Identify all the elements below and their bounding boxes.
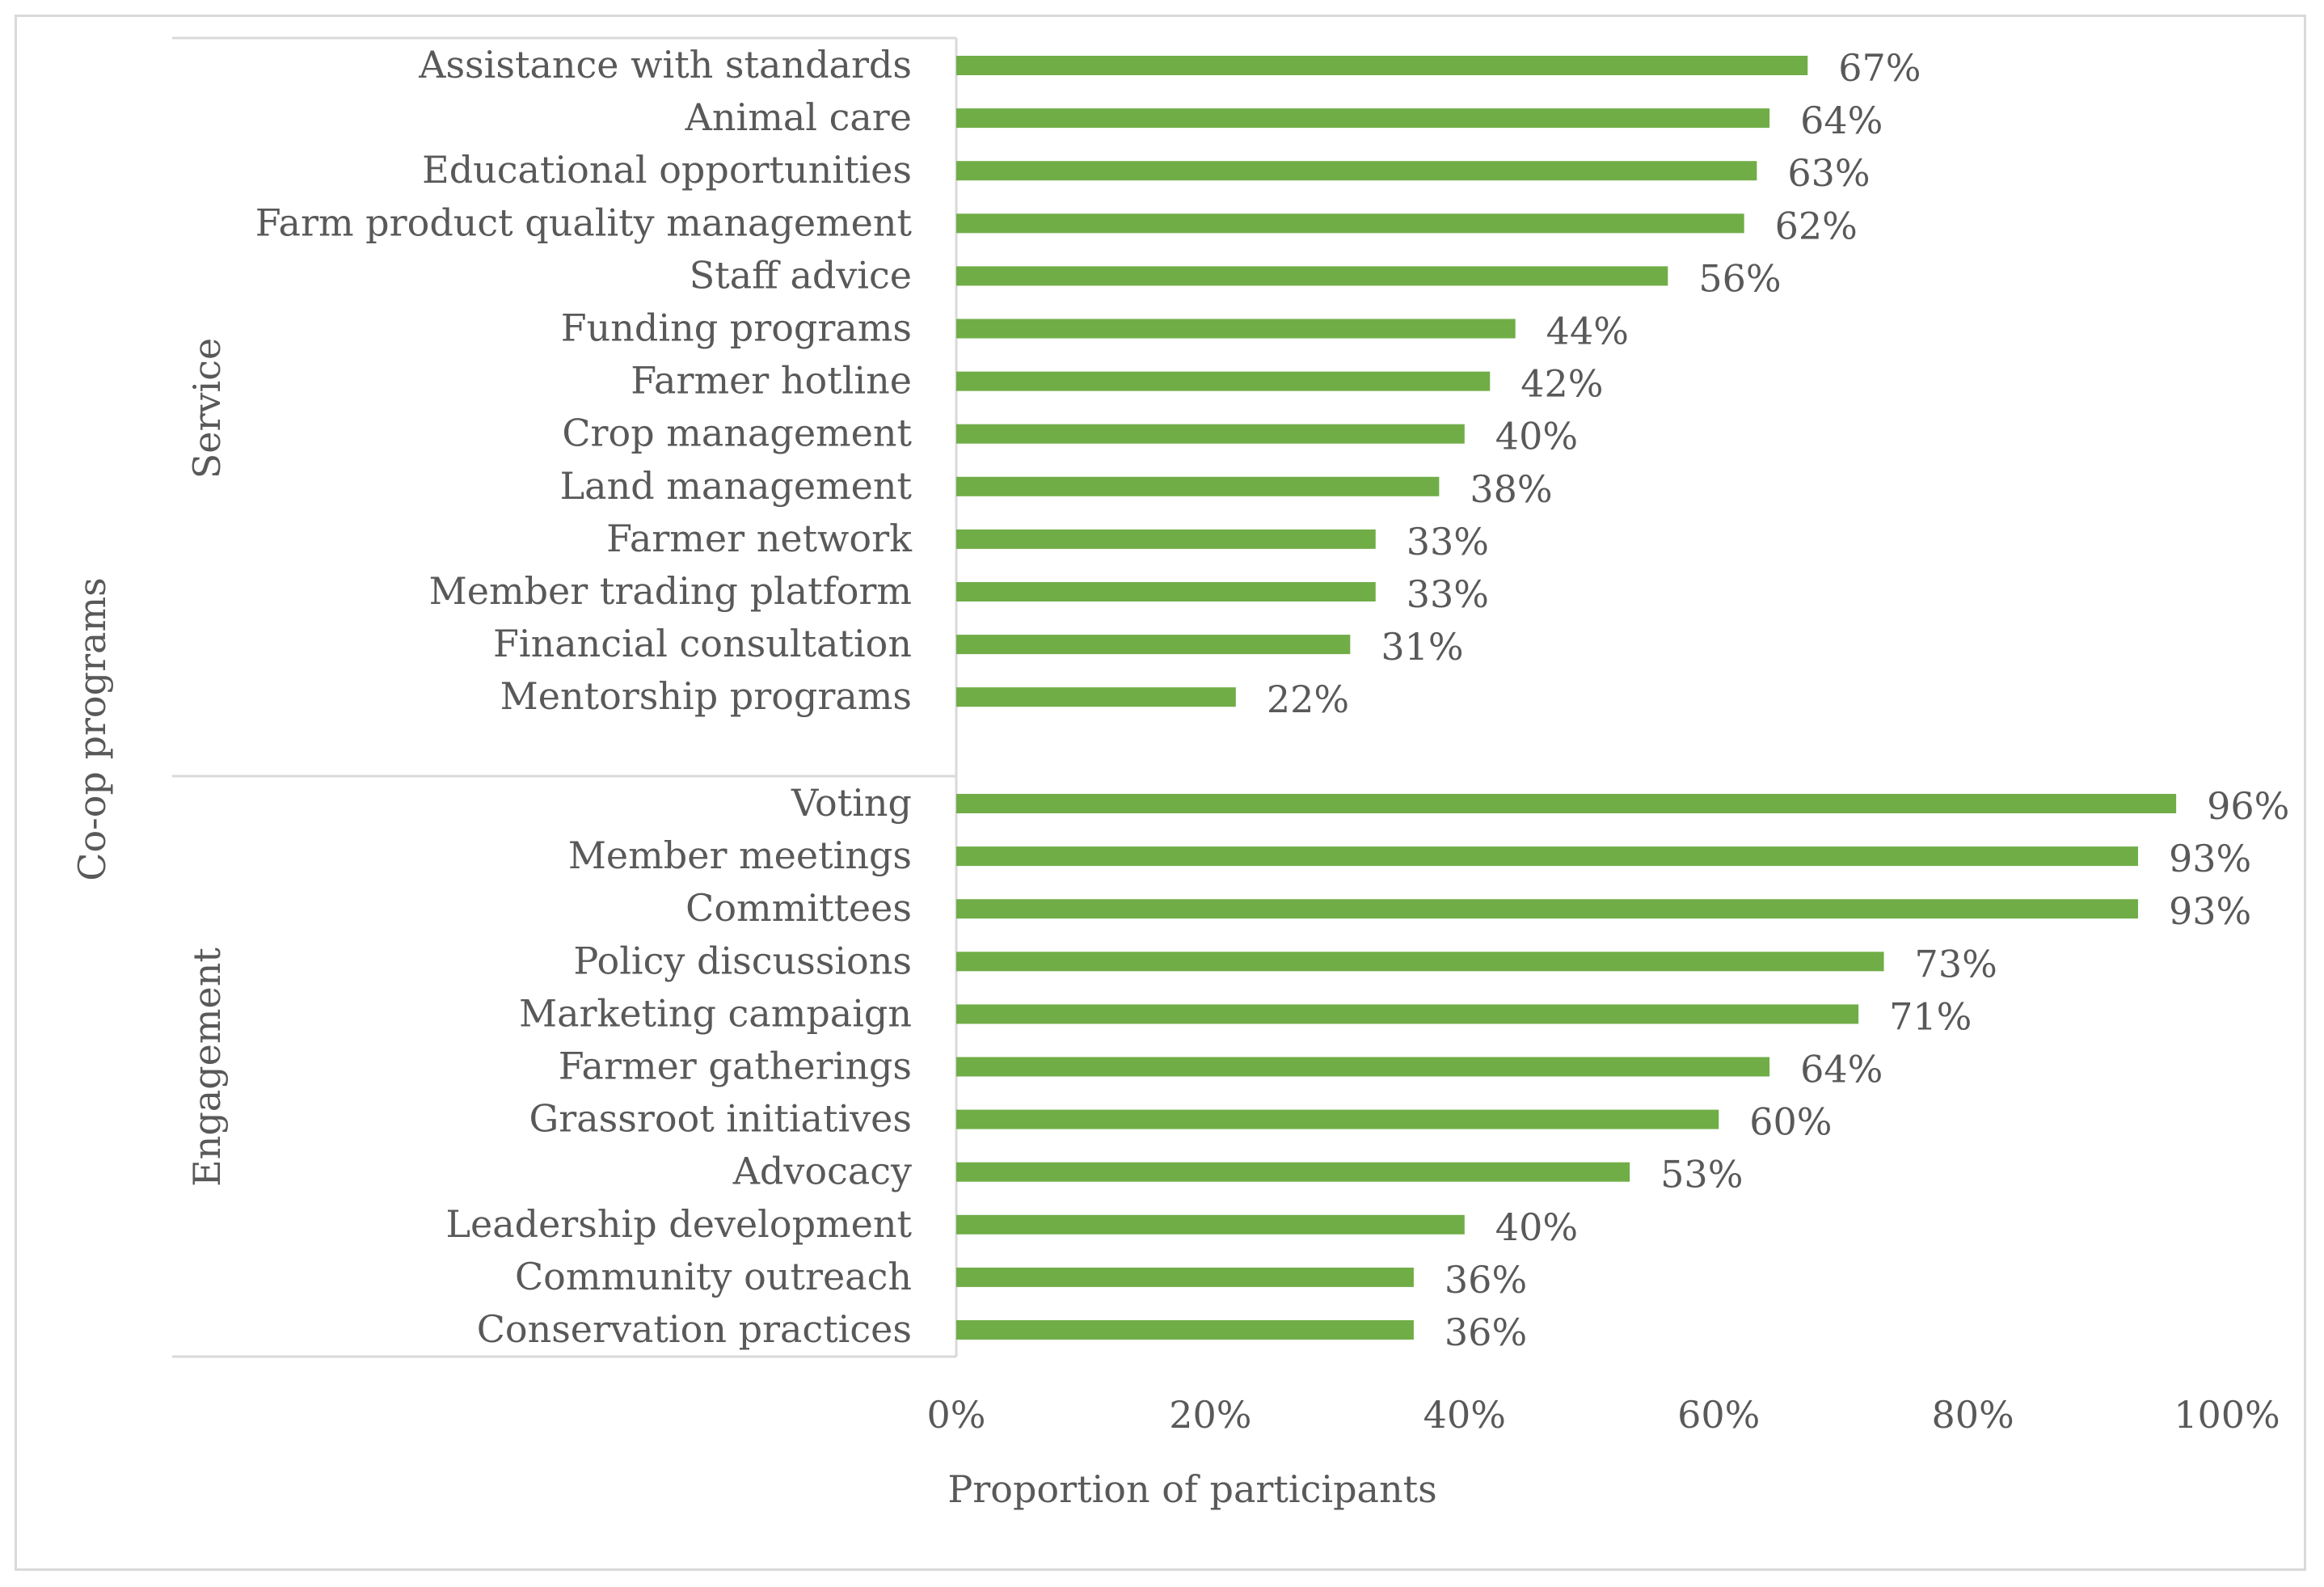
value-label-conservation-practices: 36% — [1445, 1311, 1527, 1354]
bar-funding-programs — [956, 319, 1516, 339]
labels-layer: Service Assistance with standards 67% Anima… — [185, 43, 2289, 1437]
value-label-policy-discussions: 73% — [1915, 942, 1997, 986]
category-label-voting: Voting — [791, 781, 912, 825]
group-label-service: Service — [185, 338, 229, 479]
bar-member-trading-platform — [956, 582, 1376, 601]
bar-policy-discussions — [956, 952, 1884, 972]
x-axis-title: Proportion of participants — [947, 1467, 1436, 1511]
bars-layer — [956, 56, 2177, 1340]
y-axis-title: Co-op programs — [70, 577, 114, 880]
value-label-funding-programs: 44% — [1546, 310, 1629, 353]
value-label-farmer-hotline: 42% — [1521, 362, 1603, 406]
x-tick-label-100pct: 100% — [2174, 1393, 2280, 1437]
bar-farmer-hotline — [956, 371, 1491, 391]
category-label-grassroot-initiatives: Grassroot initiatives — [529, 1097, 912, 1141]
bar-crop-management — [956, 424, 1465, 444]
category-label-member-trading-platform: Member trading platform — [429, 569, 912, 613]
category-label-assistance-with-standards: Assistance with standards — [418, 43, 912, 87]
value-label-educational-opportunities: 63% — [1787, 151, 1870, 195]
bar-member-meetings — [956, 846, 2138, 867]
value-label-farmer-network: 33% — [1407, 520, 1489, 563]
value-label-member-meetings: 93% — [2169, 837, 2251, 880]
category-label-policy-discussions: Policy discussions — [573, 939, 912, 982]
bar-conservation-practices — [956, 1320, 1414, 1340]
value-label-staff-advice: 56% — [1698, 256, 1781, 300]
value-label-committees: 93% — [2169, 889, 2251, 933]
value-label-assistance-with-standards: 67% — [1838, 46, 1921, 90]
category-label-animal-care: Animal care — [685, 95, 912, 139]
bar-committees — [956, 899, 2138, 919]
bar-farmer-gatherings — [956, 1057, 1770, 1077]
category-label-land-management: Land management — [560, 464, 913, 508]
bar-grassroot-initiatives — [956, 1109, 1719, 1129]
bar-farm-product-quality-management — [956, 213, 1744, 234]
value-label-farmer-gatherings: 64% — [1800, 1048, 1883, 1091]
category-label-leadership-development: Leadership development — [445, 1202, 912, 1246]
category-label-financial-consultation: Financial consultation — [493, 622, 912, 665]
category-label-marketing-campaign: Marketing campaign — [519, 991, 912, 1035]
category-label-farmer-gatherings: Farmer gatherings — [559, 1045, 912, 1088]
value-label-land-management: 38% — [1470, 467, 1552, 511]
value-label-marketing-campaign: 71% — [1889, 994, 1972, 1038]
category-label-farm-product-quality-management: Farm product quality management — [255, 200, 913, 244]
value-label-member-trading-platform: 33% — [1407, 572, 1489, 616]
bar-financial-consultation — [956, 635, 1351, 655]
value-label-farm-product-quality-management: 62% — [1775, 204, 1858, 247]
value-label-community-outreach: 36% — [1445, 1258, 1527, 1302]
bar-marketing-campaign — [956, 1004, 1859, 1024]
x-tick-label-40pct: 40% — [1424, 1393, 1506, 1437]
value-label-crop-management: 40% — [1495, 415, 1578, 458]
value-label-voting: 96% — [2207, 784, 2289, 828]
bar-farmer-network — [956, 529, 1376, 549]
category-label-crop-management: Crop management — [562, 412, 912, 455]
category-label-committees: Committees — [685, 886, 912, 930]
bar-leadership-development — [956, 1214, 1465, 1235]
value-label-financial-consultation: 31% — [1381, 625, 1463, 669]
category-label-staff-advice: Staff advice — [690, 253, 912, 297]
category-label-farmer-hotline: Farmer hotline — [631, 359, 912, 403]
bar-voting — [956, 794, 2177, 813]
x-tick-label-20pct: 20% — [1169, 1393, 1251, 1437]
category-label-funding-programs: Funding programs — [561, 306, 912, 350]
category-label-mentorship-programs: Mentorship programs — [500, 674, 912, 718]
bar-mentorship-programs — [956, 687, 1236, 707]
category-label-community-outreach: Community outreach — [515, 1255, 912, 1298]
category-label-member-meetings: Member meetings — [568, 834, 912, 877]
value-label-grassroot-initiatives: 60% — [1749, 1100, 1832, 1144]
category-label-farmer-network: Farmer network — [606, 517, 913, 560]
group-label-engagement: Engagement — [185, 948, 229, 1187]
bar-community-outreach — [956, 1267, 1414, 1287]
value-label-animal-care: 64% — [1800, 99, 1883, 142]
bar-animal-care — [956, 108, 1770, 129]
category-label-conservation-practices: Conservation practices — [477, 1307, 912, 1351]
value-label-advocacy: 53% — [1660, 1153, 1743, 1197]
bar-educational-opportunities — [956, 161, 1757, 181]
bar-advocacy — [956, 1162, 1630, 1182]
value-label-leadership-development: 40% — [1495, 1205, 1578, 1249]
x-tick-label-80pct: 80% — [1931, 1393, 2014, 1437]
category-label-educational-opportunities: Educational opportunities — [422, 148, 912, 192]
bar-staff-advice — [956, 266, 1668, 286]
category-label-advocacy: Advocacy — [732, 1150, 912, 1193]
x-tick-label-60pct: 60% — [1677, 1393, 1760, 1437]
x-tick-label-0pct: 0% — [927, 1393, 986, 1437]
bar-land-management — [956, 476, 1440, 496]
value-label-mentorship-programs: 22% — [1267, 677, 1349, 721]
bar-assistance-with-standards — [956, 56, 1808, 75]
